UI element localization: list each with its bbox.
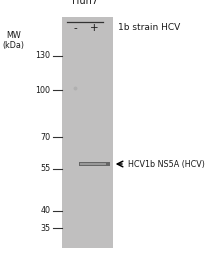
Text: +: +: [90, 23, 99, 33]
Text: Huh7: Huh7: [72, 0, 98, 6]
Bar: [62, 17, 113, 248]
Text: 100: 100: [35, 86, 50, 95]
Text: MW
(kDa): MW (kDa): [2, 31, 24, 50]
Bar: [80, 163, 106, 165]
Text: HCV1b NS5A (HCV): HCV1b NS5A (HCV): [128, 159, 205, 168]
Text: 130: 130: [35, 51, 50, 60]
Text: 35: 35: [40, 223, 50, 232]
Bar: [79, 162, 110, 166]
Text: -: -: [74, 23, 78, 33]
Text: 40: 40: [40, 206, 50, 215]
Text: 1b strain HCV: 1b strain HCV: [118, 23, 180, 32]
Text: 55: 55: [40, 164, 50, 173]
Text: 70: 70: [40, 133, 50, 142]
